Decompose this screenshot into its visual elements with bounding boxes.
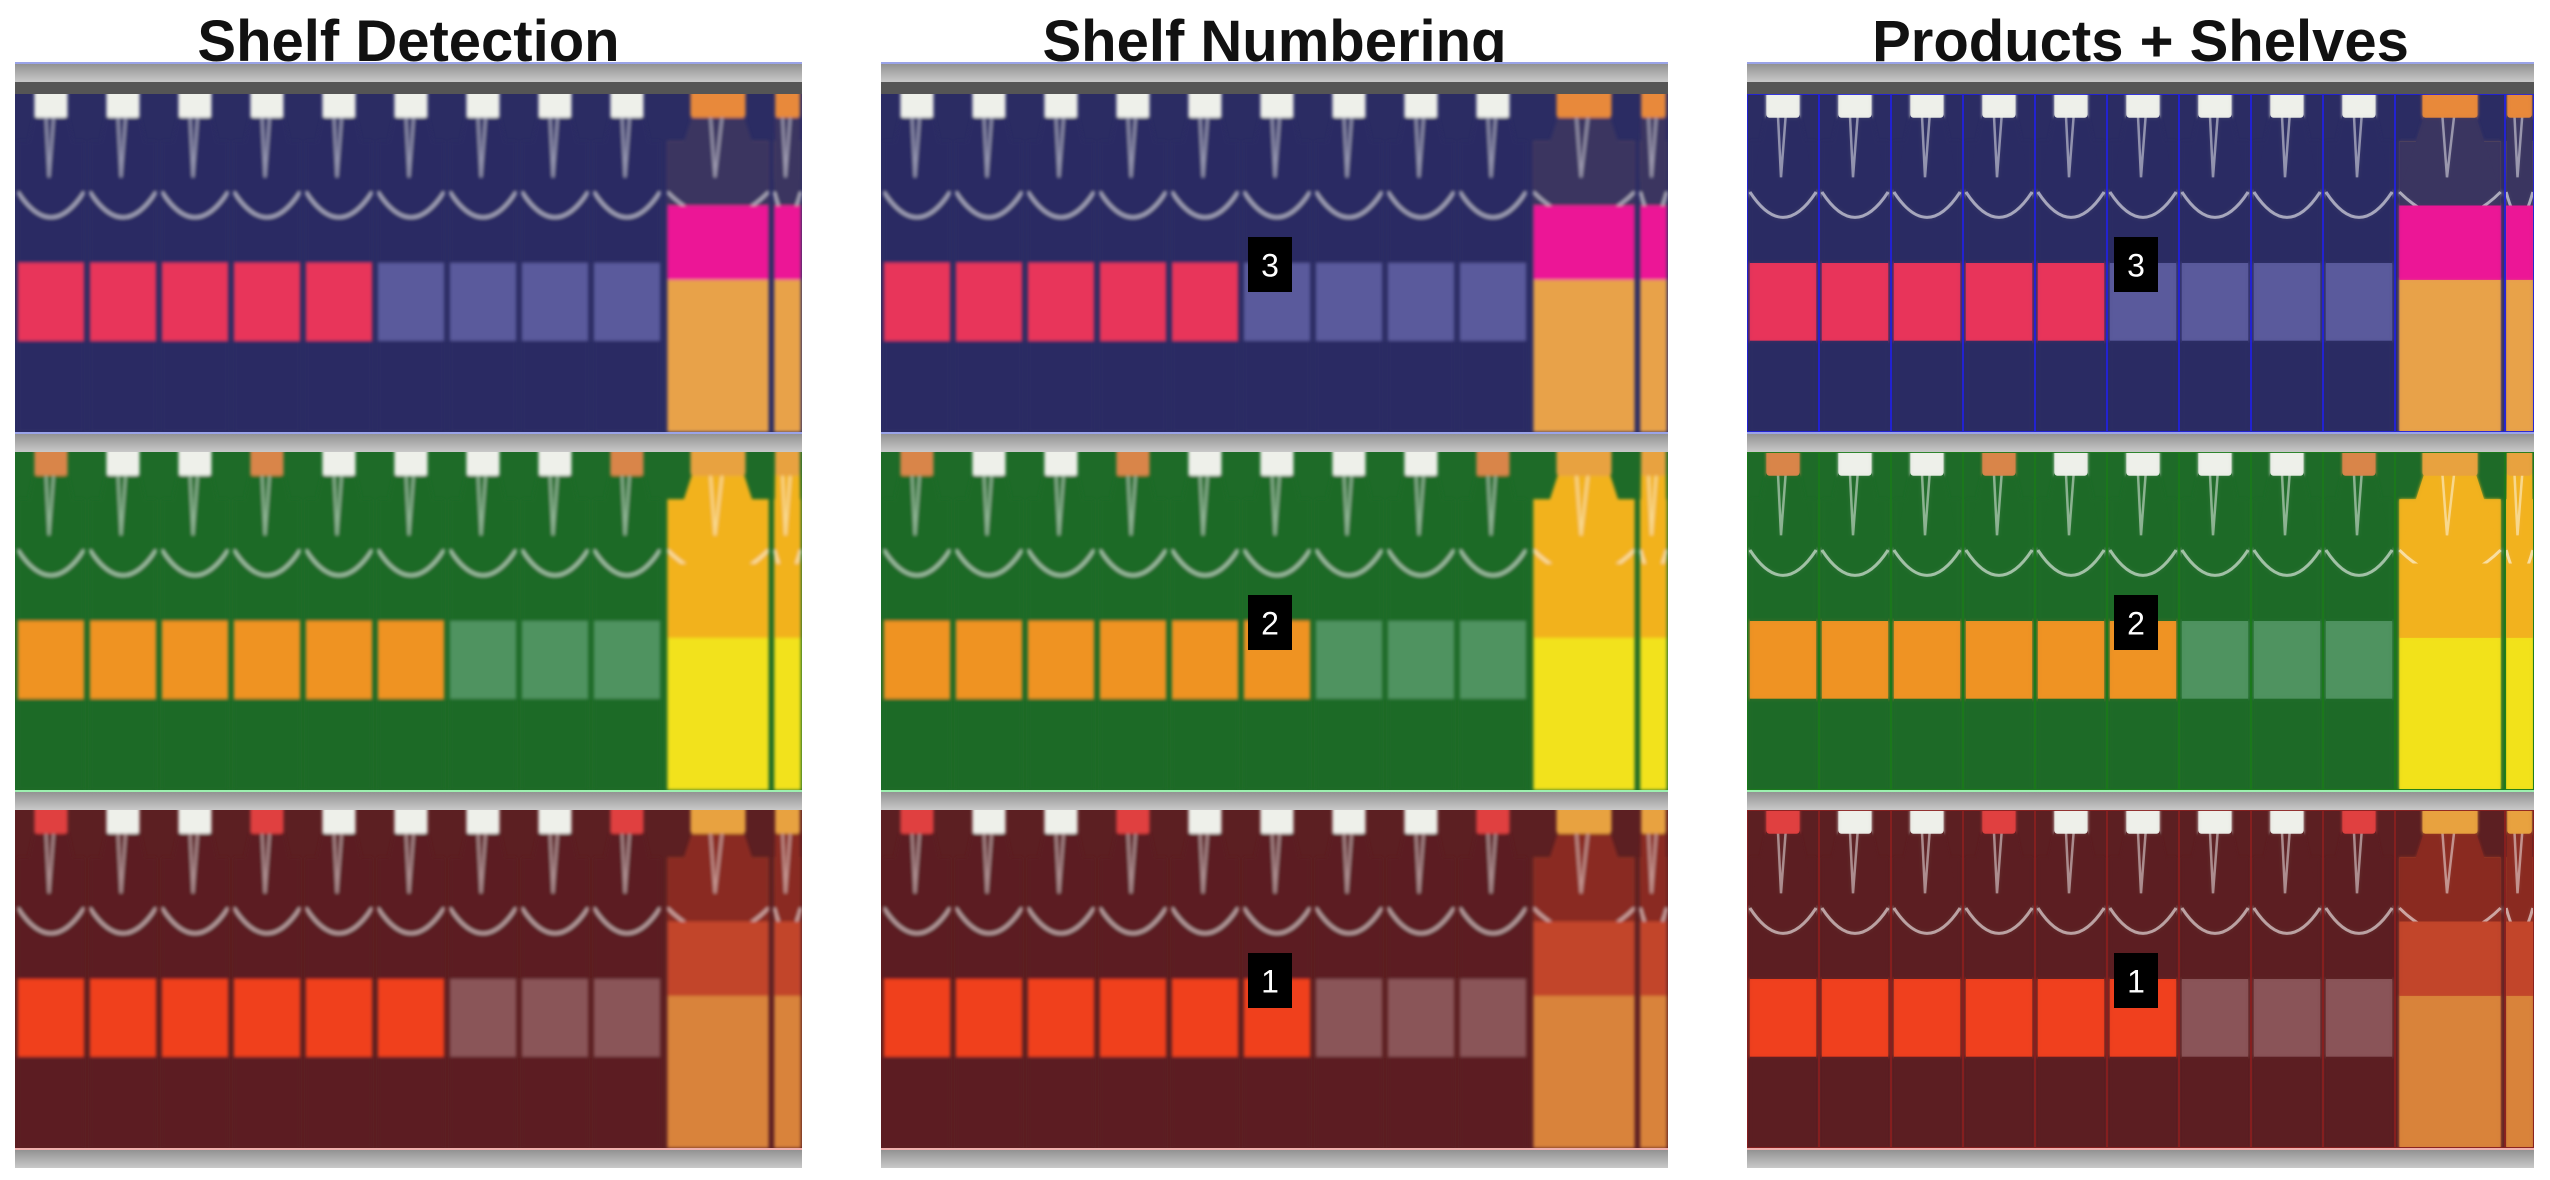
- svg-text:2: 2: [2127, 606, 2145, 642]
- svg-text:2: 2: [1261, 606, 1279, 642]
- svg-text:1: 1: [1261, 964, 1279, 1000]
- svg-text:3: 3: [2127, 248, 2145, 284]
- svg-text:1: 1: [2127, 964, 2145, 1000]
- svg-text:3: 3: [1261, 248, 1279, 284]
